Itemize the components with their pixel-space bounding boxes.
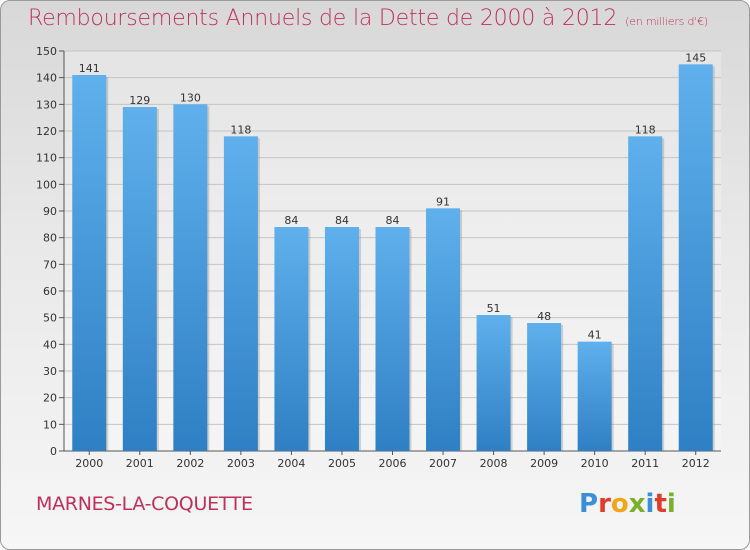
value-label-2011: 118 — [635, 123, 656, 136]
bar-2007 — [426, 208, 461, 451]
y-tick-label: 140 — [36, 72, 57, 85]
x-tick-label-2009: 2009 — [530, 457, 558, 470]
y-tick-label: 120 — [36, 125, 57, 138]
y-tick-label: 70 — [43, 258, 57, 271]
bar-2001 — [122, 107, 157, 451]
bar-2000 — [72, 75, 107, 451]
value-label-2009: 48 — [537, 310, 551, 323]
x-tick-label-2002: 2002 — [176, 457, 204, 470]
y-tick-label: 100 — [36, 178, 57, 191]
y-tick-label: 80 — [43, 232, 57, 245]
value-label-2001: 129 — [129, 94, 150, 107]
x-tick-label-2003: 2003 — [227, 457, 255, 470]
bar-2008 — [476, 315, 511, 451]
y-tick-label: 50 — [43, 312, 57, 325]
y-tick-label: 40 — [43, 338, 57, 351]
bar-2012 — [678, 64, 713, 452]
value-label-2007: 91 — [436, 195, 450, 208]
x-tick-label-2007: 2007 — [429, 457, 457, 470]
bar-2009 — [527, 323, 562, 451]
value-label-2002: 130 — [180, 91, 201, 104]
y-tick-label: 150 — [36, 45, 57, 58]
bar-2003 — [223, 136, 258, 452]
bar-2010 — [577, 341, 612, 451]
x-tick-label-2004: 2004 — [277, 457, 305, 470]
y-tick-label: 130 — [36, 98, 57, 111]
value-label-2012: 145 — [685, 51, 706, 64]
bar-2006 — [375, 227, 410, 451]
x-tick-label-2010: 2010 — [581, 457, 609, 470]
y-tick-label: 60 — [43, 285, 57, 298]
x-tick-label-2012: 2012 — [682, 457, 710, 470]
brand-logo: Proxiti — [579, 489, 676, 519]
value-label-2008: 51 — [487, 302, 501, 315]
chart-title: Remboursements Annuels de la Dette de 20… — [28, 6, 708, 31]
y-tick-label: 90 — [43, 205, 57, 218]
x-tick-label-2000: 2000 — [75, 457, 103, 470]
x-tick-label-2005: 2005 — [328, 457, 356, 470]
bar-2011 — [628, 136, 663, 452]
y-tick-label: 0 — [50, 445, 57, 458]
value-label-2000: 141 — [79, 62, 100, 75]
x-tick-label-2001: 2001 — [126, 457, 154, 470]
city-label: MARNES-LA-COQUETTE — [36, 493, 253, 515]
value-label-2005: 84 — [335, 214, 349, 227]
chart-subtitle: (en milliers d'€) — [625, 15, 709, 28]
bar-2004 — [274, 227, 309, 451]
bar-2002 — [173, 104, 208, 451]
value-label-2003: 118 — [230, 123, 251, 136]
chart-title-text: Remboursements Annuels de la Dette de 20… — [28, 6, 618, 31]
y-tick-label: 110 — [36, 152, 57, 165]
value-label-2006: 84 — [386, 214, 400, 227]
bar-2005 — [324, 227, 359, 451]
x-tick-label-2011: 2011 — [631, 457, 659, 470]
y-tick-label: 20 — [43, 392, 57, 405]
x-tick-label-2008: 2008 — [480, 457, 508, 470]
value-label-2010: 41 — [588, 329, 602, 342]
y-tick-label: 30 — [43, 365, 57, 378]
value-label-2004: 84 — [284, 214, 298, 227]
y-tick-label: 10 — [43, 418, 57, 431]
x-tick-label-2006: 2006 — [379, 457, 407, 470]
